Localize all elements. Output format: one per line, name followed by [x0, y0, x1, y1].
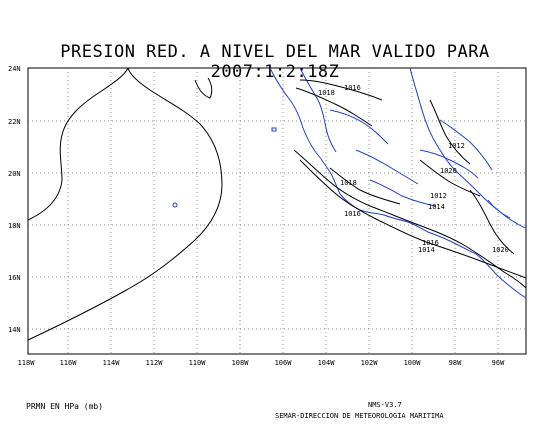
contour-label: 1012	[448, 142, 465, 150]
lat-label: 20N	[8, 170, 21, 178]
lon-label: 102W	[361, 359, 379, 367]
map-title: PRESION RED. A NIVEL DEL MAR VALIDO PARA…	[60, 42, 490, 82]
lat-label: 18N	[8, 222, 21, 230]
contour-label: 1018	[340, 179, 357, 187]
lon-label: 100W	[404, 359, 422, 367]
latitude-labels: 24N 22N 20N 18N 16N 14N	[8, 65, 21, 334]
lon-label: 98W	[449, 359, 462, 367]
map-frame	[27, 67, 527, 355]
lon-label: 114W	[103, 359, 121, 367]
longitude-labels: 118W 116W 114W 112W 110W 108W 106W 104W …	[18, 359, 506, 367]
contour-label: 1016	[422, 239, 439, 247]
lat-label: 24N	[8, 65, 21, 73]
map-grid	[28, 68, 526, 354]
coastline	[269, 67, 527, 299]
lat-label: 22N	[8, 118, 21, 126]
lon-label: 96W	[492, 359, 505, 367]
lon-label: 106W	[275, 359, 293, 367]
contour-label: 1016	[344, 210, 361, 218]
lat-label: 16N	[8, 274, 21, 282]
contour-label: 1014	[428, 203, 445, 211]
version-label: NMS-V3.7	[368, 401, 402, 409]
units-label: PRMN EN HPa (mb)	[26, 402, 104, 411]
lon-label: 116W	[60, 359, 78, 367]
lon-label: 112W	[146, 359, 164, 367]
contour-label: 1016	[344, 84, 361, 92]
lon-label: 110W	[189, 359, 207, 367]
lon-label: 118W	[18, 359, 36, 367]
contour-label: 1014	[418, 246, 435, 254]
contour-labels: 1018 1016 1012 1020 1018 1016 1014 1012 …	[318, 84, 509, 254]
lon-label: 104W	[318, 359, 336, 367]
lat-label: 14N	[8, 326, 21, 334]
islands	[172, 127, 277, 208]
contour-label: 1018	[318, 89, 335, 97]
contour-label: 1020	[492, 246, 509, 254]
agency-label: SEMAR-DIRECCION DE METEOROLOGIA MARITIMA	[275, 412, 444, 420]
contour-label: 1020	[440, 167, 457, 175]
lon-label: 108W	[232, 359, 250, 367]
isobars	[27, 67, 527, 341]
contour-label: 1012	[430, 192, 447, 200]
